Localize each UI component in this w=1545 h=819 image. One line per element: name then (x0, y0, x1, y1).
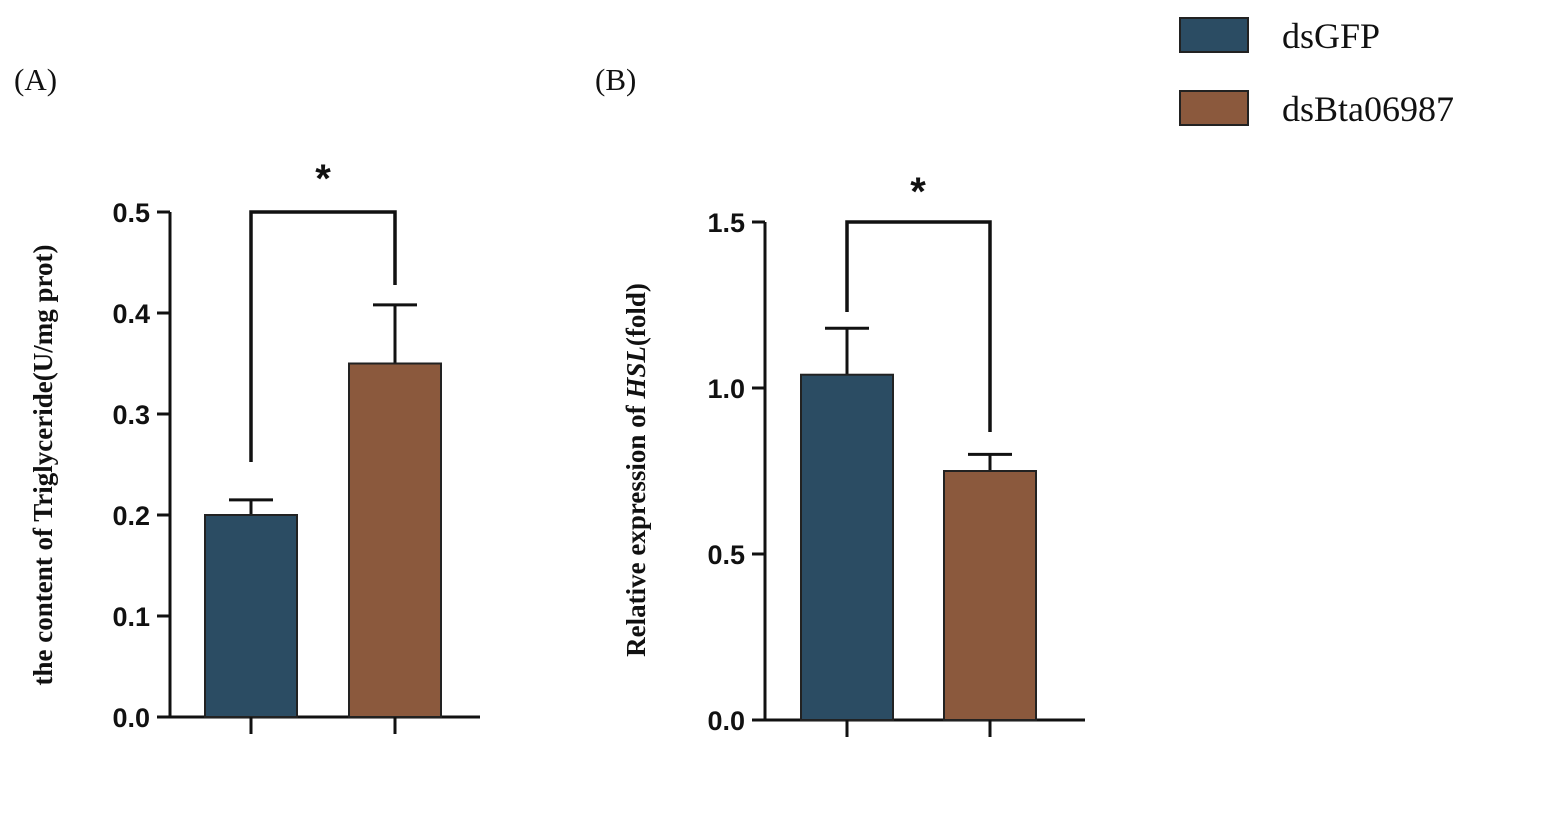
panel-a-y-tick-label: 0.2 (112, 501, 150, 531)
panel-a: (A) the content of Triglyceride(U/mg pro… (14, 62, 480, 734)
panel-a-label: (A) (14, 62, 57, 97)
panel-b-ticks: 0.0 0.5 1.0 1.5 (707, 208, 765, 736)
panel-b-y-tick-label: 0.5 (707, 540, 745, 570)
panel-a-ticks: 0.0 0.1 0.2 0.3 0.4 0.5 (112, 198, 170, 733)
panel-b-y-axis-title: Relative expression of HSL(fold) (621, 283, 651, 657)
panel-a-y-axis-title: the content of Triglyceride(U/mg prot) (28, 245, 58, 686)
legend-swatch-dsgfp (1179, 17, 1249, 53)
panel-a-y-tick-label: 0.3 (112, 400, 150, 430)
panel-a-y-tick-label: 0.0 (112, 703, 150, 733)
legend-label-dsgfp: dsGFP (1282, 16, 1380, 56)
panel-b-bar-dsbta06987 (943, 470, 1037, 721)
panel-a-significance-star: * (315, 157, 331, 201)
panel-b: (B) Relative expression of HSL(fold) 0.0… (595, 62, 1085, 737)
panel-a-bars (204, 303, 442, 734)
panel-b-label: (B) (595, 62, 636, 97)
panel-b-y-axis-title-gene: HSL (621, 346, 651, 400)
panel-a-y-tick-label: 0.1 (112, 602, 150, 632)
legend-swatch-dsbta06987 (1179, 90, 1249, 126)
legend-label-dsbta06987: dsBta06987 (1282, 89, 1454, 129)
panel-a-bar-dsbta06987 (348, 362, 442, 718)
legend: dsGFP dsBta06987 (1179, 16, 1454, 129)
panel-a-y-tick-label: 0.4 (112, 299, 150, 329)
panel-b-y-tick-label: 1.5 (707, 208, 745, 238)
panel-b-y-tick-label: 0.0 (707, 706, 745, 736)
panel-b-y-axis-title-prefix: Relative expression of (621, 399, 651, 657)
panel-b-bar-dsgfp (800, 373, 894, 721)
panel-b-y-axis-title-suffix: (fold) (621, 283, 651, 346)
panel-a-significance-bracket (249, 210, 397, 462)
panel-b-y-tick-label: 1.0 (707, 374, 745, 404)
panel-a-y-tick-label: 0.5 (112, 198, 150, 228)
panel-b-significance-star: * (910, 170, 926, 214)
panel-a-bar-dsgfp (204, 514, 298, 718)
panel-b-bars (800, 326, 1037, 737)
panel-b-significance-bracket (845, 220, 992, 432)
